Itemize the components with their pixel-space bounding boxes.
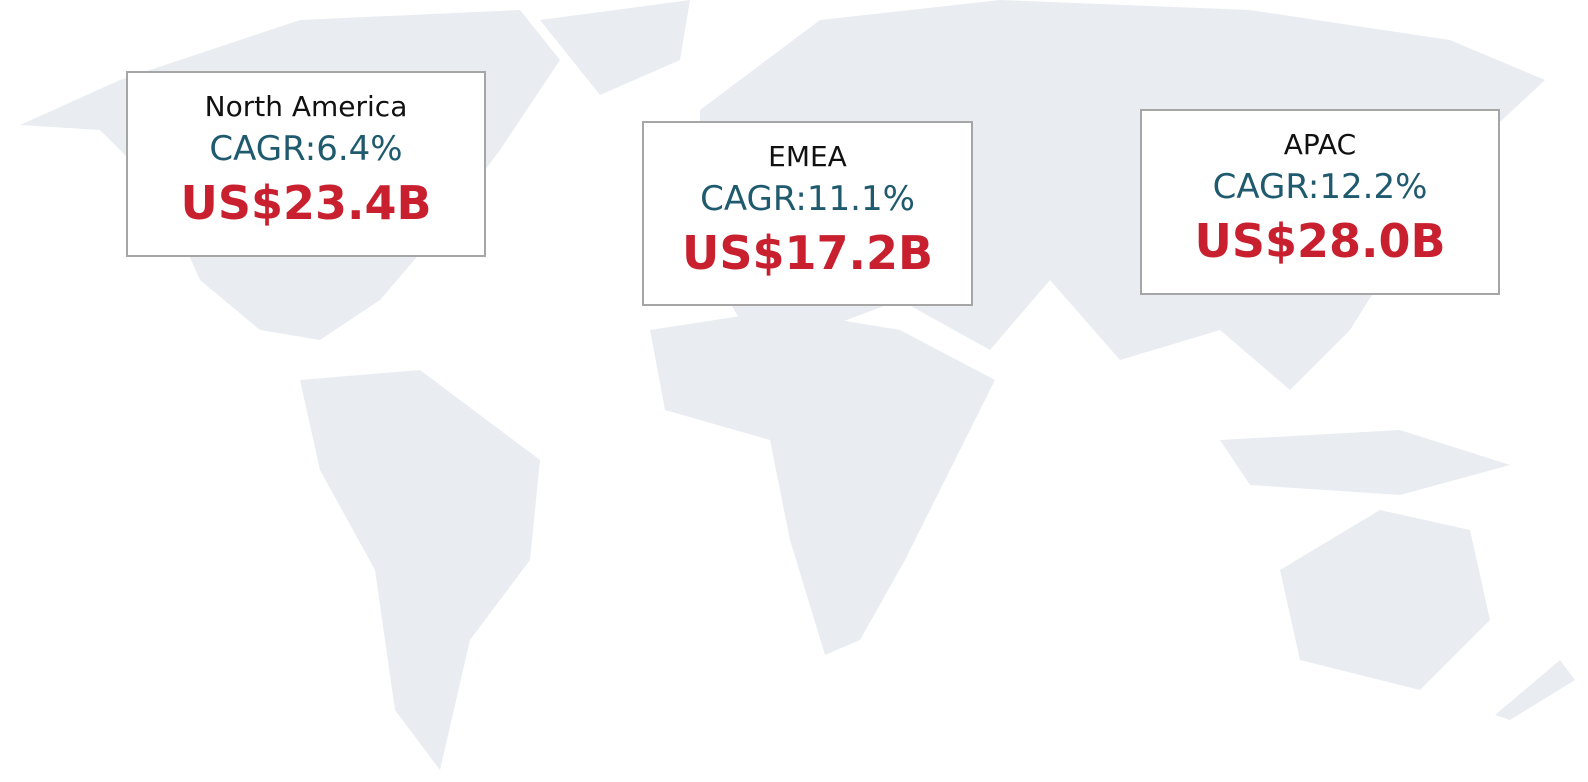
region-box: APAC CAGR:12.2% US$28.0B — [1140, 109, 1500, 295]
region-value: US$23.4B — [180, 176, 432, 230]
region-box: EMEA CAGR:11.1% US$17.2B — [642, 121, 973, 306]
greenland — [540, 0, 690, 95]
region-name: EMEA — [768, 140, 847, 173]
region-name: North America — [204, 90, 408, 123]
new-zealand — [1495, 660, 1575, 720]
region-value: US$28.0B — [1194, 214, 1446, 268]
australia — [1280, 510, 1490, 690]
region-name: APAC — [1283, 128, 1357, 161]
region-box: North America CAGR:6.4% US$23.4B — [126, 71, 486, 257]
region-cagr: CAGR:6.4% — [209, 129, 403, 169]
region-value: US$17.2B — [681, 226, 934, 280]
southeast-asia — [1220, 430, 1510, 495]
region-cagr: CAGR:12.2% — [1212, 167, 1428, 207]
region-cagr: CAGR:11.1% — [700, 179, 915, 219]
africa — [650, 310, 995, 655]
south-america — [300, 370, 540, 770]
